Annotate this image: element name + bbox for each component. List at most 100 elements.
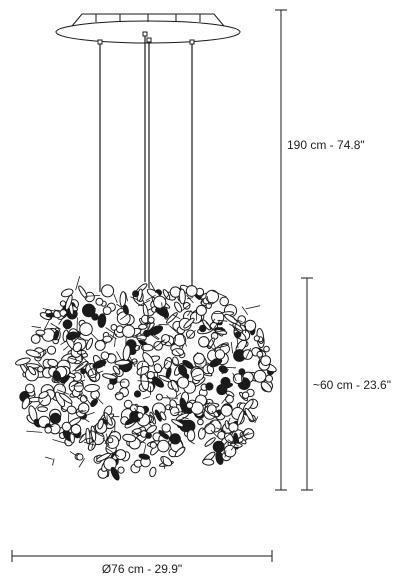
cluster-petal <box>102 373 117 380</box>
cluster-petal <box>256 350 264 358</box>
cluster-petal <box>182 302 191 310</box>
cluster-stem <box>206 296 210 306</box>
cluster-stem <box>244 348 252 360</box>
cluster-stem <box>131 430 141 436</box>
cluster-stem <box>187 329 196 340</box>
cluster-petal <box>220 382 233 390</box>
cluster-stem <box>149 282 157 294</box>
cluster-petal <box>110 466 120 481</box>
cluster-stem <box>217 319 228 322</box>
cluster-petal <box>234 331 242 338</box>
cluster-stem <box>91 430 104 437</box>
cluster-stem <box>88 365 94 374</box>
cluster-petal <box>197 427 206 440</box>
cluster-petal <box>153 295 167 309</box>
cluster-petal <box>143 329 151 338</box>
cluster-petal <box>224 313 238 324</box>
cluster-petal <box>27 365 37 376</box>
cluster-petal <box>82 303 96 318</box>
cluster-petal <box>207 337 215 349</box>
cluster-stem <box>82 393 91 405</box>
cluster-stem <box>52 458 55 466</box>
cluster-stem <box>240 371 243 382</box>
cluster-petal <box>165 367 172 379</box>
cluster-petal <box>219 296 229 307</box>
cluster-stem <box>201 420 214 431</box>
cluster-stem <box>174 409 188 414</box>
cluster-petal <box>260 355 272 367</box>
cluster-stem <box>236 332 239 349</box>
cluster-petal <box>173 333 187 347</box>
cluster-stem <box>211 339 216 349</box>
cluster-stem <box>85 437 94 440</box>
cluster-petal <box>205 289 219 304</box>
cluster-stem <box>179 439 185 449</box>
cluster-stem <box>84 295 101 297</box>
cluster-stem <box>60 340 67 346</box>
cluster-petal <box>158 430 169 440</box>
cluster-stem <box>212 330 226 333</box>
cluster-stem <box>69 451 78 457</box>
cluster-stem <box>203 401 211 411</box>
cluster-stem <box>78 339 89 341</box>
cluster-stem <box>137 339 146 350</box>
cluster-petal <box>185 329 196 339</box>
cluster-stem <box>83 417 90 423</box>
cluster-petal <box>101 284 115 298</box>
cluster-petal <box>49 412 62 424</box>
cluster-stem <box>31 326 41 329</box>
cluster-stem <box>54 309 61 313</box>
cluster-petal <box>232 373 244 385</box>
cluster-stem <box>106 415 109 426</box>
cluster-petal <box>241 391 250 399</box>
cluster-stem <box>37 348 48 355</box>
cluster-petal <box>186 429 196 442</box>
cluster-stem <box>26 430 43 433</box>
cluster-stem <box>210 429 218 438</box>
cluster-petal <box>244 407 254 422</box>
cluster-stem <box>83 441 96 446</box>
cluster-petal <box>117 466 125 474</box>
cluster-stem <box>114 392 123 396</box>
cluster-stem <box>43 317 52 330</box>
cluster-stem <box>100 361 106 367</box>
cluster-petal <box>110 324 118 331</box>
cluster-petal <box>198 336 210 348</box>
cluster-stem <box>187 297 194 300</box>
cluster-stem <box>114 338 116 347</box>
cluster-stem <box>64 429 76 437</box>
cluster-stem <box>224 450 227 458</box>
cluster-stem <box>105 327 118 336</box>
cluster-stem <box>162 456 166 470</box>
cluster-petal <box>25 349 42 358</box>
cluster-petal <box>60 288 74 298</box>
cluster-stem <box>116 303 123 309</box>
cluster-stem <box>79 410 87 413</box>
cluster-stem <box>207 344 218 352</box>
cluster-petal <box>202 458 215 466</box>
cluster-petal <box>220 404 233 417</box>
cluster-petal <box>37 406 48 413</box>
cluster-petal <box>193 352 205 365</box>
cluster-petal <box>85 427 91 445</box>
cluster-stem <box>102 437 110 447</box>
cluster-petal <box>129 404 138 413</box>
cluster-petal <box>97 418 104 430</box>
cluster-petal <box>123 399 133 409</box>
cluster-petal <box>174 446 186 458</box>
flower-cluster <box>15 276 277 481</box>
cluster-petal <box>35 329 46 336</box>
cluster-stem <box>128 355 136 368</box>
cluster-petal <box>169 406 180 417</box>
cluster-stem <box>227 417 231 425</box>
cluster-stem <box>62 377 69 387</box>
cluster-petal <box>244 319 257 332</box>
cluster-petal <box>153 363 163 374</box>
cluster-stem <box>132 336 146 341</box>
cluster-petal <box>59 300 67 307</box>
cluster-stem <box>187 310 192 317</box>
cluster-stem <box>137 300 151 307</box>
cluster-stem <box>164 294 169 301</box>
cluster-petal <box>265 374 273 383</box>
cluster-stem <box>211 410 221 424</box>
